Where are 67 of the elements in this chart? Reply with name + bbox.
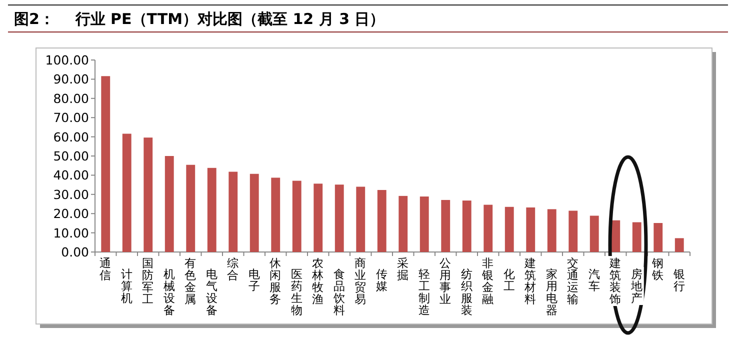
x-tick-label: 家用电器 [546, 267, 558, 317]
bar [674, 238, 684, 252]
bar [441, 200, 450, 252]
y-tick-label: 20.00 [53, 206, 90, 222]
x-tick-label: 商业贸易 [354, 256, 367, 306]
y-tick-label: 100.00 [45, 52, 90, 68]
bar [164, 156, 174, 252]
bar [504, 206, 514, 252]
bar [314, 184, 323, 252]
x-tick-label: 轻工制造 [418, 267, 430, 317]
x-tick-label: 电气设备 [206, 267, 218, 317]
x-tick-label: 综合 [227, 256, 240, 282]
bar [250, 174, 259, 252]
bar [632, 222, 642, 252]
bar [271, 178, 280, 252]
y-tick-label: 30.00 [53, 186, 90, 202]
bar [568, 210, 578, 252]
bar [547, 209, 556, 252]
x-tick-label: 公用事业 [440, 256, 452, 306]
x-tick-label: 房地产 [630, 267, 643, 305]
x-tick-label: 传媒 [376, 267, 388, 293]
y-tick-label: 90.00 [53, 72, 90, 87]
x-tick-label: 计算机 [120, 267, 133, 305]
bar [377, 190, 386, 252]
x-tick-label: 钢铁 [651, 256, 664, 282]
y-tick-label: 70.00 [53, 110, 90, 126]
y-tick-label: 50.00 [53, 148, 90, 164]
bar [186, 164, 196, 252]
x-tick-label: 国防军工 [142, 256, 154, 306]
x-tick-label: 汽车 [588, 267, 600, 293]
bar [398, 196, 408, 252]
bar [356, 186, 366, 252]
bar [590, 216, 599, 252]
bar [122, 134, 132, 252]
y-tick-label: 80.00 [53, 90, 90, 106]
bar [207, 168, 216, 252]
x-tick-label: 有色金属 [184, 256, 197, 306]
bar [484, 204, 493, 252]
bar [292, 180, 302, 252]
x-tick-label: 非银金融 [481, 256, 494, 306]
y-tick-label: 60.00 [53, 129, 90, 144]
x-tick-label: 机械设备 [163, 267, 176, 317]
x-tick-label: 建筑装饰 [608, 256, 622, 306]
x-tick-label: 农林牧渔 [311, 256, 324, 306]
bar [144, 138, 153, 252]
x-tick-label: 通信 [100, 256, 112, 282]
bar [101, 76, 110, 252]
bar [420, 196, 429, 252]
x-tick-label: 采掘 [397, 256, 410, 282]
bar [526, 207, 536, 252]
chart-title: 图2： 行业 PE（TTM）对比图（截至 12 月 3 日） [14, 10, 385, 28]
x-tick-label: 医药生物 [290, 267, 303, 317]
y-tick-label: 40.00 [53, 168, 90, 183]
bar [654, 223, 663, 252]
bar [462, 200, 472, 252]
x-tick-label: 建筑材料 [524, 256, 537, 306]
y-tick-label: 0.00 [61, 244, 90, 260]
x-tick-label: 休闲服务 [270, 256, 282, 306]
x-tick-label: 交通运输 [567, 256, 580, 306]
x-tick-label: 化工 [503, 267, 516, 293]
x-tick-label: 纺织服装 [460, 267, 473, 317]
bar [334, 184, 344, 252]
x-tick-label: 食品饮料 [332, 267, 346, 317]
x-tick-label: 银行 [672, 267, 686, 293]
bar [228, 172, 238, 252]
x-tick-label: 电子 [248, 267, 260, 293]
y-tick-label: 10.00 [53, 225, 90, 240]
